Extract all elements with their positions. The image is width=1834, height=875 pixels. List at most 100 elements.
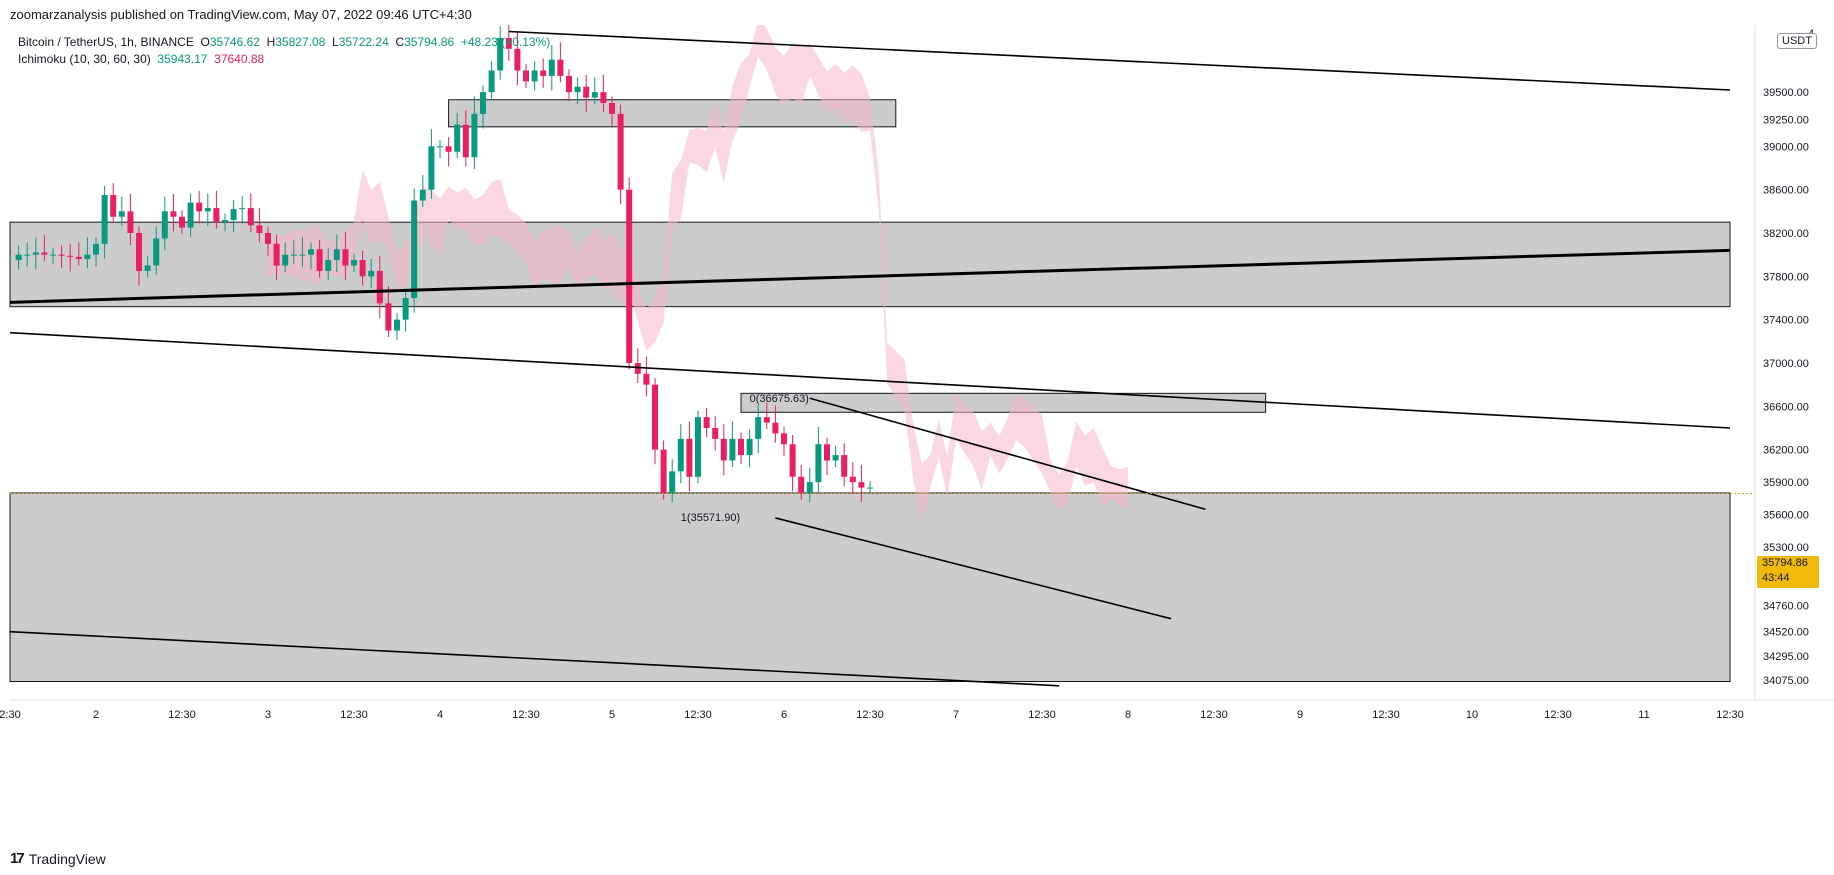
y-tick-label: 35300.00 [1763, 542, 1809, 554]
y-tick-label: 35900.00 [1763, 477, 1809, 489]
candle-body [376, 270, 383, 304]
candle-body [505, 38, 512, 49]
candle-body [806, 482, 813, 493]
candle-body [454, 124, 461, 152]
close-value: 35794.86 [404, 35, 455, 49]
candle-body [419, 189, 426, 201]
candle-body [867, 487, 873, 489]
lead1-value: 35943.17 [157, 52, 208, 66]
candle-body [480, 92, 486, 114]
low-label: L [332, 35, 339, 49]
candle-body [359, 260, 366, 277]
x-tick-label: 11 [1638, 709, 1649, 721]
y-tick-label: 39500.00 [1763, 87, 1809, 99]
candle-body [763, 417, 770, 423]
ichimoku-cloud-layer [268, 25, 1128, 523]
candle-body [557, 59, 564, 76]
x-tick-label: 5 [609, 709, 615, 721]
x-tick-label: 12:30 [684, 709, 712, 721]
high-label: H [266, 35, 276, 49]
candle-body [583, 86, 590, 98]
candle-body [351, 260, 357, 266]
open-label: O [200, 35, 210, 49]
y-tick-label: 38200.00 [1763, 228, 1809, 240]
candle-body [84, 254, 91, 259]
candle-body [170, 211, 177, 217]
fib-level-1-label: 1(35571.90) [681, 512, 740, 524]
low-value: 35722.24 [338, 35, 389, 49]
y-tick-label: 38600.00 [1763, 185, 1809, 197]
y-tick-label: 39000.00 [1763, 141, 1809, 153]
trendlines-layer [9, 30, 1755, 687]
candle-body [824, 444, 830, 461]
candle-body [118, 211, 125, 217]
x-tick-label: 2:30 [0, 709, 21, 721]
candle-body [712, 428, 719, 439]
candle-body [591, 92, 598, 98]
candle-body [858, 482, 865, 488]
bar-countdown: 43:44 [1762, 572, 1790, 584]
tradingview-footer[interactable]: 17 TradingView [10, 850, 106, 867]
candle-body [136, 233, 142, 271]
candle-body [222, 220, 228, 223]
candle-body [402, 298, 409, 320]
candle-body [600, 92, 607, 103]
x-tick-label: 6 [781, 709, 787, 721]
zones-layer [9, 99, 1731, 682]
currency-badge[interactable]: USDT [1777, 33, 1817, 49]
x-tick-label: 12:30 [512, 709, 540, 721]
symbol-name: Bitcoin / TetherUS, 1h, BINANCE [18, 35, 194, 49]
y-tick-label: 35600.00 [1763, 510, 1809, 522]
x-tick-label: 8 [1125, 709, 1131, 721]
candle-body [781, 433, 787, 445]
candle-body [609, 103, 615, 114]
zone-fib-box [740, 392, 1267, 413]
candle-body [720, 438, 727, 461]
ichimoku-cloud [268, 25, 1128, 523]
candle-body [239, 208, 246, 210]
x-tick-label: 12:30 [1372, 709, 1400, 721]
high-value: 35827.08 [275, 35, 326, 49]
x-tick-label: 9 [1297, 709, 1303, 721]
publisher-header: zoomarzanalysis published on TradingView… [10, 7, 472, 22]
candle-body [282, 254, 289, 266]
x-tick-label: 12:30 [168, 709, 196, 721]
price-chart[interactable]: 39500.00 39250.00 39000.00 38600.00 38200.00… [0, 25, 1834, 840]
candle-body [179, 216, 185, 228]
trendline-wedge-lower [775, 517, 1172, 620]
candle-body [273, 243, 280, 266]
candle-body [815, 444, 822, 483]
candle-body [213, 208, 220, 223]
candle-body [256, 225, 263, 233]
candle-body [531, 70, 538, 82]
x-tick-label: 12:30 [856, 709, 884, 721]
candle-body [677, 438, 684, 472]
zone-top-supply [448, 99, 897, 128]
candle-body [437, 146, 443, 148]
candle-body [32, 252, 39, 255]
y-tick-label: 34520.00 [1763, 627, 1809, 639]
candle-body [161, 211, 168, 239]
chart-area[interactable]: 39500.00 39250.00 39000.00 38600.00 38200.00… [0, 25, 1834, 840]
x-tick-label: 3 [265, 709, 271, 721]
close-label: C [395, 35, 405, 49]
candle-body [411, 200, 418, 298]
tradingview-logo-icon: 17 [10, 850, 25, 867]
y-tick-label: 39250.00 [1763, 114, 1809, 126]
open-value: 35746.62 [209, 35, 260, 49]
candle-body [247, 208, 254, 226]
x-tick-label: 12:30 [340, 709, 368, 721]
trendline-upper-channel [508, 30, 1731, 91]
labels-layer: 0(36675.63) 1(35571.90) [681, 393, 809, 524]
candle-body [144, 265, 151, 271]
candle-body [101, 195, 108, 244]
y-tick-label: 34760.00 [1763, 601, 1809, 613]
candle-body [695, 417, 701, 477]
trendline-main-support [9, 248, 1731, 304]
x-tick-label: 7 [953, 709, 959, 721]
candle-body [746, 438, 753, 456]
symbol-legend: Bitcoin / TetherUS, 1h, BINANCE O35746.6… [18, 35, 550, 49]
candle-body [617, 113, 624, 190]
candle-body [308, 249, 314, 255]
candle-body [41, 252, 48, 255]
